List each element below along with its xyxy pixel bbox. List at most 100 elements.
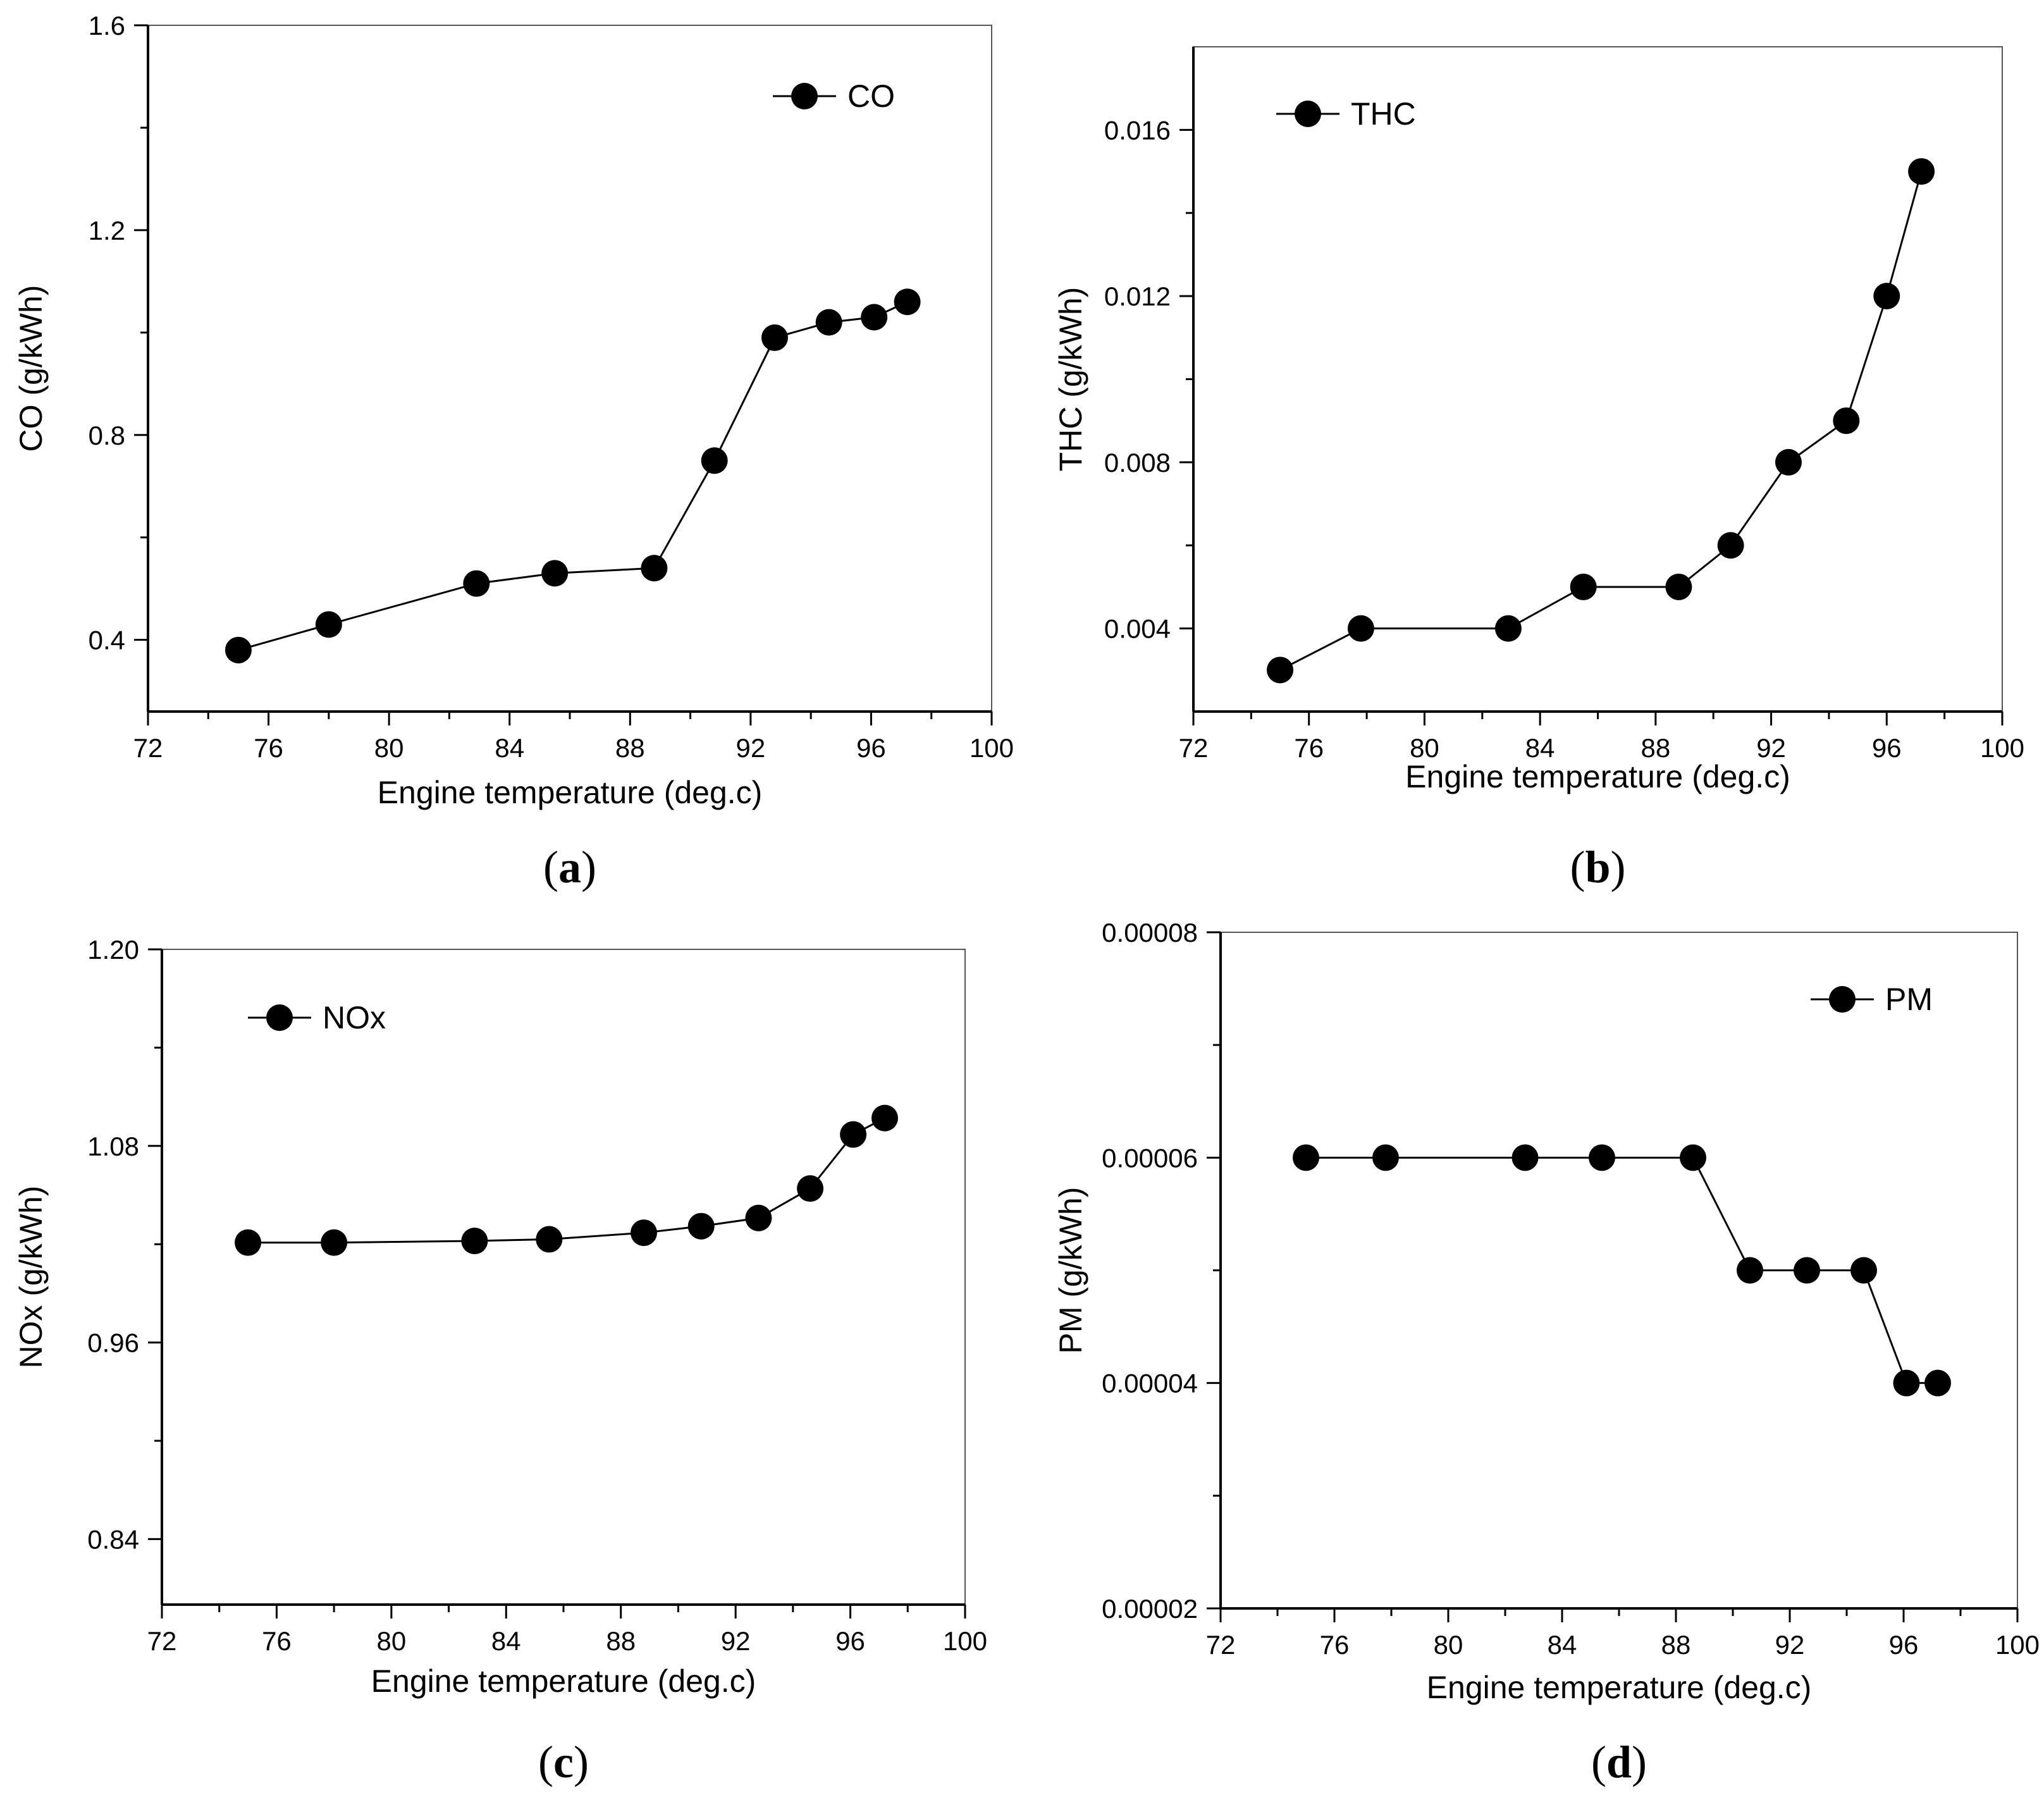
data-point [894,288,921,316]
y-tick-label: 0.84 [87,1524,139,1554]
data-point [1293,1144,1319,1171]
x-tick-label: 80 [376,1626,406,1656]
legend: CO [773,78,895,114]
data-point [1267,657,1294,684]
data-point [840,1121,867,1148]
data-point [235,1229,262,1256]
y-axis-label: THC (g/kWh) [1053,287,1088,472]
x-tick-label: 84 [1525,733,1555,763]
legend-marker [266,1004,293,1031]
data-point [1873,283,1900,310]
y-tick-label: 0.008 [1104,448,1171,478]
x-tick-label: 80 [1434,1630,1463,1660]
series-line-nox [248,1117,885,1244]
y-tick-label: 0.8 [89,421,125,450]
x-tick-label: 88 [1661,1630,1691,1660]
x-tick-label: 84 [495,733,524,763]
y-tick-label: 1.6 [89,11,125,40]
x-tick-label: 100 [1995,1630,2040,1660]
x-tick-label: 88 [606,1626,636,1656]
panel-label: (c) [538,1737,589,1787]
x-tick-label: 76 [254,733,283,763]
data-point [861,304,888,331]
x-tick-label: 96 [835,1626,865,1656]
x-tick-label: 80 [374,733,404,763]
x-tick-label: 100 [943,1626,987,1656]
panel-label: (a) [543,842,596,892]
data-point [1924,1369,1951,1397]
x-tick-label: 72 [147,1626,177,1656]
y-tick-label: 0.4 [89,626,125,655]
x-axis-label: Engine temperature (deg.c) [371,1663,756,1699]
data-point [541,560,569,587]
legend-marker [791,83,818,109]
chart-panel-c: 72 76 80 84 88 92 96 100 0.84 0.96 1.08 1.20 Engine … [13,935,987,1787]
legend: PM [1811,982,1933,1017]
data-point [641,555,668,582]
data-point [745,1204,772,1231]
chart-panel-a: 72 76 80 84 88 92 96 100 0.4 0.8 1.2 1.6 Engine temp… [13,11,1014,892]
x-tick-label: 80 [1410,733,1439,763]
x-tick-label: 76 [262,1626,292,1656]
data-point [1589,1144,1615,1171]
series-line-pm [1306,1156,1938,1385]
data-point [463,570,490,597]
data-point [1908,158,1935,185]
plot-frame [1193,46,2003,712]
plot-frame [161,949,966,1605]
data-point [536,1226,563,1253]
x-tick-label: 92 [1756,733,1786,763]
data-point [871,1104,898,1132]
legend-marker [1295,101,1321,127]
data-point [461,1228,488,1255]
data-point [701,447,728,474]
chart-panel-b: 72 76 80 84 88 92 96 100 0.004 0.008 0.012 0.016 Eng… [1053,46,2024,892]
x-axis-label: Engine temperature (deg.c) [378,775,763,810]
legend-marker [1829,986,1856,1013]
x-tick-label: 96 [1889,1630,1919,1660]
legend-label: NOx [323,1000,386,1035]
x-tick-label: 92 [736,733,765,763]
x-tick-label: 76 [1294,733,1324,763]
x-tick-label: 72 [1179,733,1209,763]
y-tick-label: 0.00006 [1102,1143,1198,1173]
y-tick-label: 0.012 [1104,281,1171,311]
data-point [1347,615,1374,642]
y-axis-label: PM (g/kWh) [1053,1187,1088,1354]
data-point [761,324,788,351]
data-point [687,1212,715,1240]
data-point [1775,448,1802,476]
data-point [1737,1257,1763,1284]
plot-frame [147,25,992,712]
data-point [1717,532,1744,559]
y-tick-label: 1.08 [87,1132,139,1161]
data-point [1372,1144,1399,1171]
x-tick-label: 92 [721,1626,751,1656]
x-tick-label: 92 [1775,1630,1805,1660]
y-axis-label: NOx (g/kWh) [13,1186,49,1369]
legend-label: CO [847,78,895,114]
x-axis-label: Engine temperature (deg.c) [1405,759,1790,794]
data-point [225,636,252,663]
data-point [815,309,842,336]
plot-frame [1220,932,2018,1609]
data-point [1494,615,1522,642]
x-tick-label: 84 [491,1626,521,1656]
data-point [797,1175,824,1202]
data-point [1680,1144,1706,1171]
x-tick-label: 72 [1206,1630,1236,1660]
data-point [1833,407,1860,435]
data-point [321,1229,348,1256]
legend-label: PM [1885,982,1933,1017]
data-point [1893,1369,1920,1397]
x-tick-label: 100 [970,733,1014,763]
x-tick-label: 96 [1872,733,1902,763]
data-point [1850,1257,1877,1284]
x-tick-label: 96 [856,733,886,763]
x-tick-label: 72 [133,733,163,763]
y-tick-label: 0.004 [1104,614,1171,644]
x-tick-label: 88 [615,733,645,763]
data-point [1570,573,1597,600]
y-tick-label: 0.00004 [1102,1369,1198,1398]
